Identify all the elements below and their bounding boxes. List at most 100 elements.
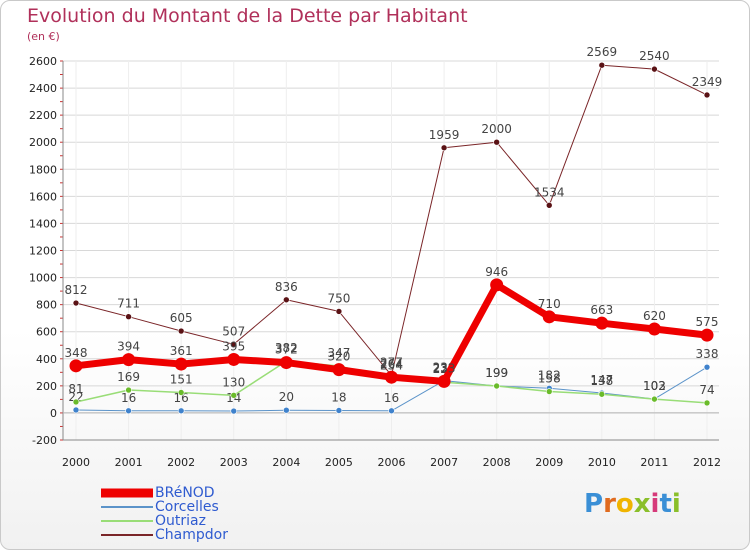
point-br-nod bbox=[385, 370, 398, 384]
data-label-br-nod: 946 bbox=[485, 265, 508, 279]
data-label-outriaz: 158 bbox=[538, 372, 561, 386]
point-champdor bbox=[283, 296, 290, 304]
data-label-champdor: 277 bbox=[380, 355, 403, 369]
point-br-nod bbox=[595, 316, 609, 330]
data-label-corcelles: 199 bbox=[485, 366, 508, 380]
x-tick-label: 2008 bbox=[483, 456, 511, 469]
point-outriaz bbox=[545, 388, 553, 395]
data-label-champdor: 1534 bbox=[534, 185, 565, 199]
point-outriaz bbox=[72, 398, 80, 406]
point-outriaz bbox=[598, 390, 606, 398]
x-tick-label: 2003 bbox=[220, 456, 248, 469]
data-label-champdor: 605 bbox=[170, 311, 193, 325]
data-label-champdor: 750 bbox=[327, 291, 350, 305]
x-tick-label: 2012 bbox=[693, 456, 721, 469]
data-label-corcelles: 147 bbox=[590, 373, 613, 387]
point-br-nod bbox=[542, 310, 556, 324]
legend-label-brenod: BRéNOD bbox=[155, 485, 215, 501]
y-tick-label: 1200 bbox=[29, 245, 57, 258]
data-label-corcelles: 18 bbox=[331, 390, 346, 404]
legend-swatch-champdor bbox=[101, 534, 153, 536]
proxiti-logo: Proxiti bbox=[584, 489, 681, 519]
point-outriaz bbox=[125, 386, 132, 394]
y-tick-label: 800 bbox=[36, 299, 57, 312]
point-champdor bbox=[440, 144, 448, 152]
point-br-nod bbox=[69, 359, 83, 373]
legend-label-champdor: Champdor bbox=[155, 527, 228, 543]
data-label-champdor: 2569 bbox=[587, 45, 618, 59]
x-tick-label: 2010 bbox=[588, 456, 616, 469]
data-label-outriaz: 102 bbox=[643, 379, 666, 393]
point-br-nod bbox=[332, 363, 346, 377]
data-label-br-nod: 663 bbox=[590, 303, 613, 317]
data-label-champdor: 812 bbox=[65, 283, 88, 297]
logo-letter: i bbox=[650, 489, 660, 519]
data-label-champdor: 2349 bbox=[692, 75, 723, 89]
legend-label-outriaz: Outriaz bbox=[155, 513, 206, 529]
logo-letter: r bbox=[603, 489, 616, 519]
data-label-outriaz: 138 bbox=[590, 374, 613, 388]
x-tick-label: 2011 bbox=[640, 456, 668, 469]
legend-swatch-outriaz bbox=[101, 520, 153, 522]
x-tick-label: 2005 bbox=[325, 456, 353, 469]
x-tick-label: 2000 bbox=[62, 456, 90, 469]
point-champdor bbox=[72, 299, 80, 307]
data-label-corcelles: 103 bbox=[643, 379, 666, 393]
chart-title: Evolution du Montant de la Dette par Hab… bbox=[27, 5, 468, 27]
point-corcelles bbox=[388, 407, 395, 415]
x-tick-label: 2006 bbox=[378, 456, 406, 469]
point-br-nod bbox=[279, 356, 293, 370]
data-label-outriaz: 382 bbox=[275, 341, 298, 355]
data-label-corcelles: 16 bbox=[121, 391, 136, 405]
data-label-br-nod: 394 bbox=[117, 340, 140, 354]
y-tick-label: 2200 bbox=[29, 109, 57, 122]
data-label-champdor: 507 bbox=[222, 324, 245, 338]
data-label-corcelles: 182 bbox=[538, 368, 561, 382]
data-label-outriaz: 169 bbox=[117, 370, 140, 384]
logo-letter: o bbox=[615, 489, 634, 519]
point-outriaz bbox=[230, 392, 238, 399]
data-label-corcelles: 338 bbox=[696, 347, 719, 361]
point-champdor bbox=[598, 61, 606, 69]
y-tick-label: -200 bbox=[32, 434, 57, 447]
chart-subtitle: (en €) bbox=[27, 30, 60, 43]
y-tick-label: 2000 bbox=[29, 136, 57, 149]
y-tick-label: 1000 bbox=[29, 272, 57, 285]
point-champdor bbox=[125, 313, 132, 320]
data-label-corcelles: 20 bbox=[279, 390, 294, 404]
point-champdor bbox=[493, 138, 500, 146]
point-outriaz bbox=[177, 389, 185, 396]
legend-swatch-brenod bbox=[101, 488, 153, 498]
legend-swatch-corcelles bbox=[101, 506, 153, 508]
point-corcelles bbox=[125, 407, 132, 415]
y-tick-label: 0 bbox=[50, 407, 57, 420]
data-label-br-nod: 395 bbox=[222, 339, 245, 353]
point-br-nod bbox=[437, 374, 451, 388]
x-tick-label: 2001 bbox=[115, 456, 143, 469]
point-champdor bbox=[703, 91, 711, 99]
point-champdor bbox=[335, 308, 343, 315]
data-label-br-nod: 361 bbox=[170, 344, 193, 358]
point-br-nod bbox=[700, 328, 714, 342]
data-label-corcelles: 16 bbox=[384, 391, 399, 405]
data-label-champdor: 711 bbox=[117, 297, 140, 311]
point-corcelles bbox=[703, 363, 711, 371]
point-corcelles bbox=[230, 407, 238, 415]
x-tick-label: 2009 bbox=[535, 456, 563, 469]
data-label-champdor: 836 bbox=[275, 280, 298, 294]
x-tick-label: 2007 bbox=[430, 456, 458, 469]
point-champdor bbox=[651, 65, 658, 73]
logo-letter: P bbox=[584, 489, 604, 519]
data-label-br-nod: 372 bbox=[275, 343, 298, 357]
data-label-br-nod: 264 bbox=[380, 357, 403, 371]
point-corcelles bbox=[177, 407, 185, 415]
y-tick-label: 2600 bbox=[29, 55, 57, 68]
y-tick-label: 2400 bbox=[29, 82, 57, 95]
y-tick-label: 1800 bbox=[29, 163, 57, 176]
data-label-corcelles: 16 bbox=[174, 391, 189, 405]
legend-label-corcelles: Corcelles bbox=[155, 499, 219, 515]
point-corcelles bbox=[335, 407, 343, 414]
logo-letter: i bbox=[671, 489, 681, 519]
y-tick-label: 1600 bbox=[29, 190, 57, 203]
